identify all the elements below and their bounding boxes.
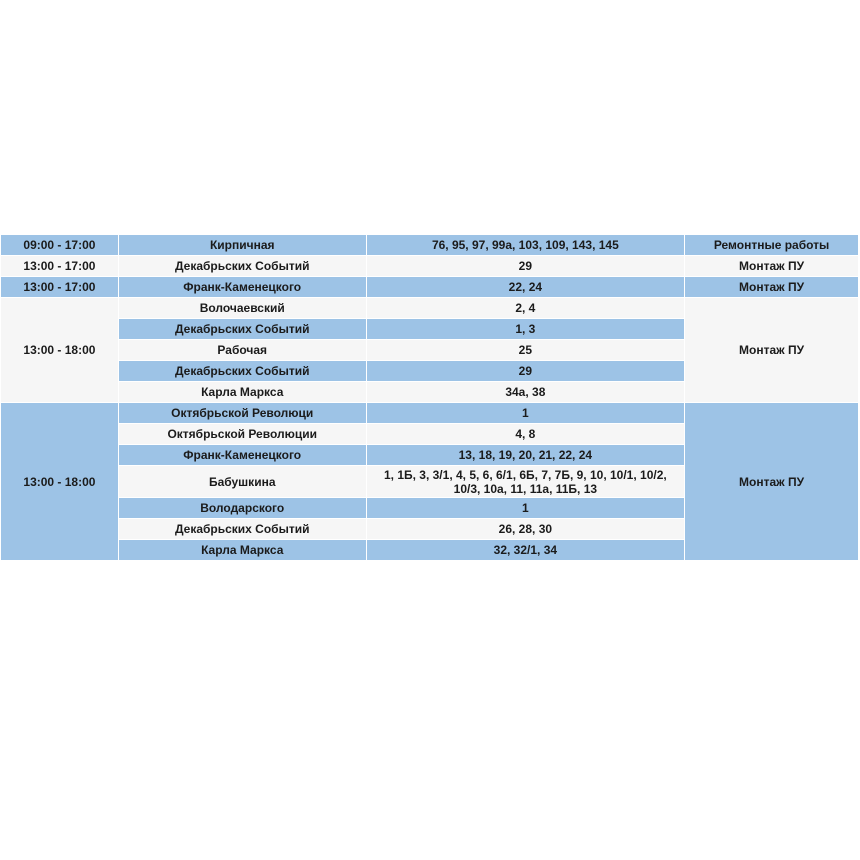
- table-row: Франк-Каменецкого 13, 18, 19, 20, 21, 22…: [1, 445, 858, 465]
- houses-cell: 34а, 38: [366, 382, 685, 402]
- table-row: Рабочая 25: [1, 340, 858, 360]
- table-row: Декабрьских Событий 26, 28, 30: [1, 519, 858, 539]
- table-row: Октябрьской Революции 4, 8: [1, 424, 858, 444]
- time-cell: 13:00 - 18:00: [1, 298, 118, 402]
- table-row: Карла Маркса 34а, 38: [1, 382, 858, 402]
- street-cell: Декабрьских Событий: [118, 256, 366, 276]
- street-cell: Карла Маркса: [118, 540, 366, 560]
- work-cell: Монтаж ПУ: [685, 298, 858, 402]
- table-row: Декабрьских Событий 29: [1, 361, 858, 381]
- houses-cell: 1: [366, 498, 685, 518]
- time-cell: 13:00 - 18:00: [1, 403, 118, 560]
- table-row: Карла Маркса 32, 32/1, 34: [1, 540, 858, 560]
- table-row: Бабушкина 1, 1Б, 3, 3/1, 4, 5, 6, 6/1, 6…: [1, 466, 858, 497]
- street-cell: Володарского: [118, 498, 366, 518]
- houses-cell: 13, 18, 19, 20, 21, 22, 24: [366, 445, 685, 465]
- table-row: Володарского 1: [1, 498, 858, 518]
- work-cell: Ремонтные работы: [685, 235, 858, 255]
- table-row: 13:00 - 18:00 Волочаевский 2, 4 Монтаж П…: [1, 298, 858, 402]
- time-cell: 09:00 - 17:00: [1, 235, 118, 255]
- houses-cell: 32, 32/1, 34: [366, 540, 685, 560]
- street-cell: Волочаевский: [118, 298, 366, 318]
- table-row: 13:00 - 17:00 Франк-Каменецкого 22, 24 М…: [1, 277, 858, 297]
- houses-cell: 76, 95, 97, 99а, 103, 109, 143, 145: [366, 235, 685, 255]
- street-cell: Декабрьских Событий: [118, 361, 366, 381]
- street-cell: Бабушкина: [118, 466, 366, 497]
- houses-cell: 4, 8: [366, 424, 685, 444]
- street-cell: Рабочая: [118, 340, 366, 360]
- outage-schedule-table: 09:00 - 17:00 Кирпичная 76, 95, 97, 99а,…: [0, 234, 859, 561]
- work-cell: Монтаж ПУ: [685, 256, 858, 276]
- houses-cell: 25: [366, 340, 685, 360]
- time-cell: 13:00 - 17:00: [1, 256, 118, 276]
- street-cell: Декабрьских Событий: [118, 319, 366, 339]
- table-row: 13:00 - 18:00 Октябрьской Революци 1 Мон…: [1, 403, 858, 560]
- street-cell: Карла Маркса: [118, 382, 366, 402]
- time-cell: 13:00 - 17:00: [1, 277, 118, 297]
- houses-cell: 1, 3: [366, 319, 685, 339]
- table-row: 09:00 - 17:00 Кирпичная 76, 95, 97, 99а,…: [1, 235, 858, 255]
- work-cell: Монтаж ПУ: [685, 403, 858, 560]
- houses-cell: 29: [366, 361, 685, 381]
- houses-cell: 26, 28, 30: [366, 519, 685, 539]
- table-row: Декабрьских Событий 1, 3: [1, 319, 858, 339]
- houses-cell: 1, 1Б, 3, 3/1, 4, 5, 6, 6/1, 6Б, 7, 7Б, …: [366, 466, 685, 497]
- street-cell: Декабрьских Событий: [118, 519, 366, 539]
- houses-cell: 1: [366, 403, 685, 423]
- houses-cell: 22, 24: [366, 277, 685, 297]
- street-cell: Франк-Каменецкого: [118, 445, 366, 465]
- street-cell: Франк-Каменецкого: [118, 277, 366, 297]
- street-cell: Октябрьской Революции: [118, 424, 366, 444]
- street-cell: Октябрьской Революци: [118, 403, 366, 423]
- work-cell: Монтаж ПУ: [685, 277, 858, 297]
- street-cell: Кирпичная: [118, 235, 366, 255]
- houses-cell: 29: [366, 256, 685, 276]
- houses-cell: 2, 4: [366, 298, 685, 318]
- table-row: 13:00 - 17:00 Декабрьских Событий 29 Мон…: [1, 256, 858, 276]
